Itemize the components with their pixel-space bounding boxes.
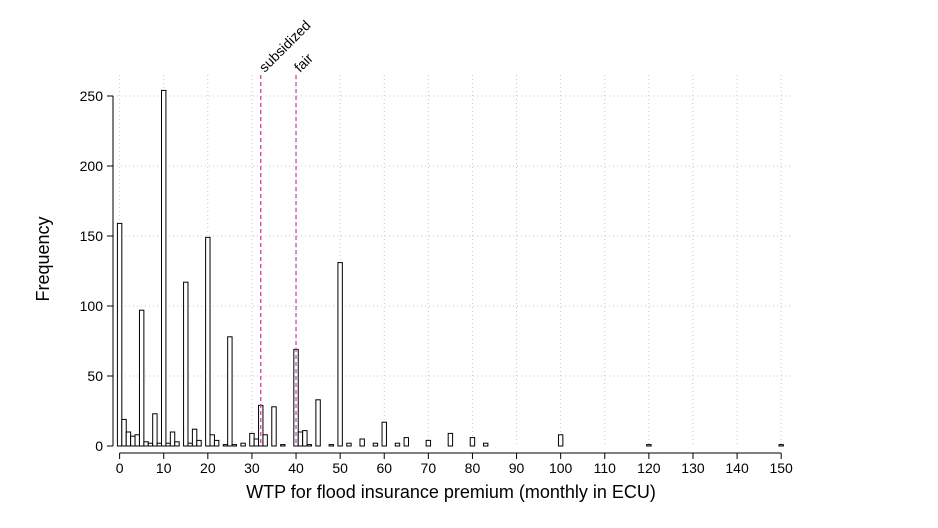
bar-41 [297, 431, 304, 447]
bar-24 [222, 444, 229, 447]
bar-45 [315, 399, 321, 447]
bar-31 [253, 438, 260, 447]
bar-20 [205, 236, 211, 447]
bars-layer [116, 89, 784, 447]
bar-7 [147, 442, 154, 447]
y-tick-label-150: 150 [80, 228, 104, 244]
y-axis-title: Frequency [33, 216, 53, 301]
x-tick-label-0: 0 [116, 460, 124, 476]
ticks-layer: 0 50 100 150 200 250 0 10 20 30 40 50 60 70 80 90 100 110… [80, 88, 793, 476]
bar-70 [425, 439, 432, 447]
bar-10 [161, 89, 167, 447]
x-tick-label-150: 150 [769, 460, 793, 476]
y-tick-label-100: 100 [80, 298, 104, 314]
bar-25 [227, 336, 233, 447]
bar-12 [169, 431, 176, 447]
y-tick-label-250: 250 [80, 88, 104, 104]
bar-21 [209, 434, 215, 447]
bar-26 [231, 444, 237, 447]
bar-50 [337, 262, 343, 447]
x-tick-label-70: 70 [421, 460, 437, 476]
bar-28 [240, 442, 246, 447]
bar-30 [249, 432, 255, 447]
x-tick-label-50: 50 [332, 460, 348, 476]
bar-60 [381, 421, 387, 447]
bar-80 [469, 437, 476, 447]
x-tick-label-90: 90 [509, 460, 525, 476]
annotation-label-fair: fair [291, 50, 316, 75]
bar-15 [183, 281, 189, 447]
bar-100 [557, 434, 564, 447]
bar-18 [196, 439, 202, 447]
x-tick-label-140: 140 [725, 460, 749, 476]
bar-63 [394, 442, 401, 447]
bar-9 [156, 442, 163, 447]
bar-0 [116, 222, 123, 447]
bar-4 [134, 434, 140, 447]
x-tick-label-20: 20 [200, 460, 216, 476]
bar-1 [121, 418, 127, 447]
bar-22 [213, 439, 220, 447]
bar-16 [187, 442, 193, 447]
bar-33 [262, 434, 268, 447]
bar-52 [346, 442, 352, 447]
grid-layer [113, 75, 790, 446]
x-axis-title: WTP for flood insurance premium (monthly… [246, 482, 656, 502]
axes-layer [112, 96, 782, 454]
bar-42 [302, 430, 308, 447]
bar-8 [152, 413, 158, 447]
bar-2 [125, 431, 132, 447]
bar-35 [271, 406, 277, 447]
bar-6 [143, 441, 149, 447]
bar-48 [328, 444, 335, 447]
bar-55 [359, 438, 365, 447]
x-tick-label-60: 60 [376, 460, 392, 476]
x-tick-label-100: 100 [549, 460, 573, 476]
x-tick-label-110: 110 [594, 460, 617, 476]
bar-43 [306, 444, 312, 447]
y-tick-label-200: 200 [80, 158, 104, 174]
bar-65 [403, 437, 409, 447]
x-tick-label-30: 30 [244, 460, 260, 476]
bar-3 [130, 435, 136, 447]
bar-150 [778, 444, 784, 447]
bar-37 [280, 444, 286, 447]
x-tick-label-10: 10 [156, 460, 172, 476]
bar-17 [191, 428, 198, 447]
bar-5 [138, 309, 145, 447]
bar-120 [646, 444, 652, 447]
bar-58 [372, 442, 379, 447]
x-tick-label-130: 130 [681, 460, 705, 476]
x-tick-label-120: 120 [637, 460, 661, 476]
bar-83 [482, 442, 489, 447]
bar-11 [165, 442, 171, 447]
y-tick-label-0: 0 [95, 438, 103, 454]
bar-13 [174, 441, 180, 447]
bar-75 [447, 432, 454, 447]
y-tick-label-50: 50 [87, 368, 103, 384]
x-tick-label-80: 80 [465, 460, 481, 476]
x-tick-label-40: 40 [288, 460, 304, 476]
